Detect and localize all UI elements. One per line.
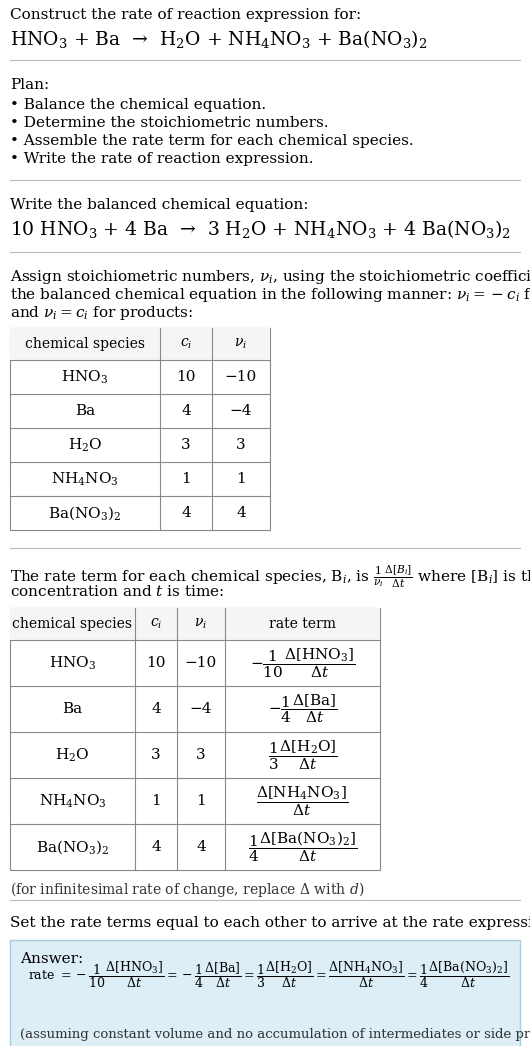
Text: $-\dfrac{1}{10}\dfrac{\Delta[\mathrm{HNO_3}]}{\Delta t}$: $-\dfrac{1}{10}\dfrac{\Delta[\mathrm{HNO… [250,646,355,680]
Text: 3: 3 [196,748,206,761]
Text: $\dfrac{1}{3}\dfrac{\Delta[\mathrm{H_2O}]}{\Delta t}$: $\dfrac{1}{3}\dfrac{\Delta[\mathrm{H_2O}… [268,738,337,772]
Bar [10,940,520,1046]
Text: H$_2$O: H$_2$O [55,746,90,764]
Text: $\nu_i$: $\nu_i$ [234,337,248,351]
Bar [10,608,380,870]
Text: 1: 1 [196,794,206,808]
Text: 4: 4 [196,840,206,854]
Text: 10: 10 [146,656,166,670]
Text: NH$_4$NO$_3$: NH$_4$NO$_3$ [39,792,107,810]
Text: rate term: rate term [269,617,336,631]
Text: $\dfrac{\Delta[\mathrm{NH_4NO_3}]}{\Delta t}$: $\dfrac{\Delta[\mathrm{NH_4NO_3}]}{\Delt… [257,784,349,818]
Text: chemical species: chemical species [25,337,145,351]
Text: Set the rate terms equal to each other to arrive at the rate expression:: Set the rate terms equal to each other t… [10,916,530,930]
Text: 1: 1 [151,794,161,808]
Text: 4: 4 [181,404,191,418]
Text: 4: 4 [151,840,161,854]
Text: (for infinitesimal rate of change, replace Δ with $d$): (for infinitesimal rate of change, repla… [10,880,364,899]
Text: HNO$_3$: HNO$_3$ [61,368,109,386]
Text: HNO$_3$ + Ba  →  H$_2$O + NH$_4$NO$_3$ + Ba(NO$_3$)$_2$: HNO$_3$ + Ba → H$_2$O + NH$_4$NO$_3$ + B… [10,28,428,50]
Text: −4: −4 [190,702,212,717]
Text: Plan:: Plan: [10,78,49,92]
Text: −10: −10 [225,370,257,384]
Text: Answer:: Answer: [20,952,83,967]
Bar [10,608,380,640]
Text: (assuming constant volume and no accumulation of intermediates or side products): (assuming constant volume and no accumul… [20,1028,530,1041]
Text: 10: 10 [176,370,196,384]
Text: 4: 4 [181,506,191,520]
Text: rate $= -\dfrac{1}{10}\dfrac{\Delta[\mathrm{HNO_3}]}{\Delta t} = -\dfrac{1}{4}\d: rate $= -\dfrac{1}{10}\dfrac{\Delta[\mat… [28,959,509,991]
Text: • Determine the stoichiometric numbers.: • Determine the stoichiometric numbers. [10,116,329,130]
Text: $\nu_i$: $\nu_i$ [195,617,208,631]
Text: • Balance the chemical equation.: • Balance the chemical equation. [10,98,266,112]
Text: −4: −4 [229,404,252,418]
Text: 3: 3 [151,748,161,761]
Text: the balanced chemical equation in the following manner: $\nu_i = -c_i$ for react: the balanced chemical equation in the fo… [10,286,530,304]
Text: 1: 1 [236,472,246,486]
Text: Ba(NO$_3$)$_2$: Ba(NO$_3$)$_2$ [48,504,121,522]
Text: • Assemble the rate term for each chemical species.: • Assemble the rate term for each chemic… [10,134,413,147]
Text: and $\nu_i = c_i$ for products:: and $\nu_i = c_i$ for products: [10,304,193,322]
Text: $-\dfrac{1}{4}\dfrac{\Delta[\mathrm{Ba}]}{\Delta t}$: $-\dfrac{1}{4}\dfrac{\Delta[\mathrm{Ba}]… [268,692,337,725]
Text: 3: 3 [236,438,246,452]
Text: • Write the rate of reaction expression.: • Write the rate of reaction expression. [10,152,314,166]
Text: The rate term for each chemical species, B$_i$, is $\frac{1}{\nu_i}\frac{\Delta[: The rate term for each chemical species,… [10,564,530,590]
Text: 4: 4 [236,506,246,520]
Bar [10,328,270,360]
Text: $c_i$: $c_i$ [150,617,162,631]
Text: chemical species: chemical species [13,617,132,631]
Text: concentration and $t$ is time:: concentration and $t$ is time: [10,584,225,599]
Text: 1: 1 [181,472,191,486]
Text: $\dfrac{1}{4}\dfrac{\Delta[\mathrm{Ba(NO_3)_2}]}{\Delta t}$: $\dfrac{1}{4}\dfrac{\Delta[\mathrm{Ba(NO… [248,829,357,864]
Text: 10 HNO$_3$ + 4 Ba  →  3 H$_2$O + NH$_4$NO$_3$ + 4 Ba(NO$_3$)$_2$: 10 HNO$_3$ + 4 Ba → 3 H$_2$O + NH$_4$NO$… [10,218,511,240]
Text: Construct the rate of reaction expression for:: Construct the rate of reaction expressio… [10,8,361,22]
Text: H$_2$O: H$_2$O [68,436,102,454]
Text: $c_i$: $c_i$ [180,337,192,351]
Text: NH$_4$NO$_3$: NH$_4$NO$_3$ [51,471,119,487]
Text: Write the balanced chemical equation:: Write the balanced chemical equation: [10,198,308,212]
Text: 4: 4 [151,702,161,717]
Text: 3: 3 [181,438,191,452]
Bar [10,328,270,530]
Text: Ba(NO$_3$)$_2$: Ba(NO$_3$)$_2$ [36,838,109,856]
Text: −10: −10 [185,656,217,670]
Text: Ba: Ba [75,404,95,418]
Text: Ba: Ba [63,702,83,717]
Text: HNO$_3$: HNO$_3$ [49,655,96,672]
Text: Assign stoichiometric numbers, $\nu_i$, using the stoichiometric coefficients, $: Assign stoichiometric numbers, $\nu_i$, … [10,268,530,286]
